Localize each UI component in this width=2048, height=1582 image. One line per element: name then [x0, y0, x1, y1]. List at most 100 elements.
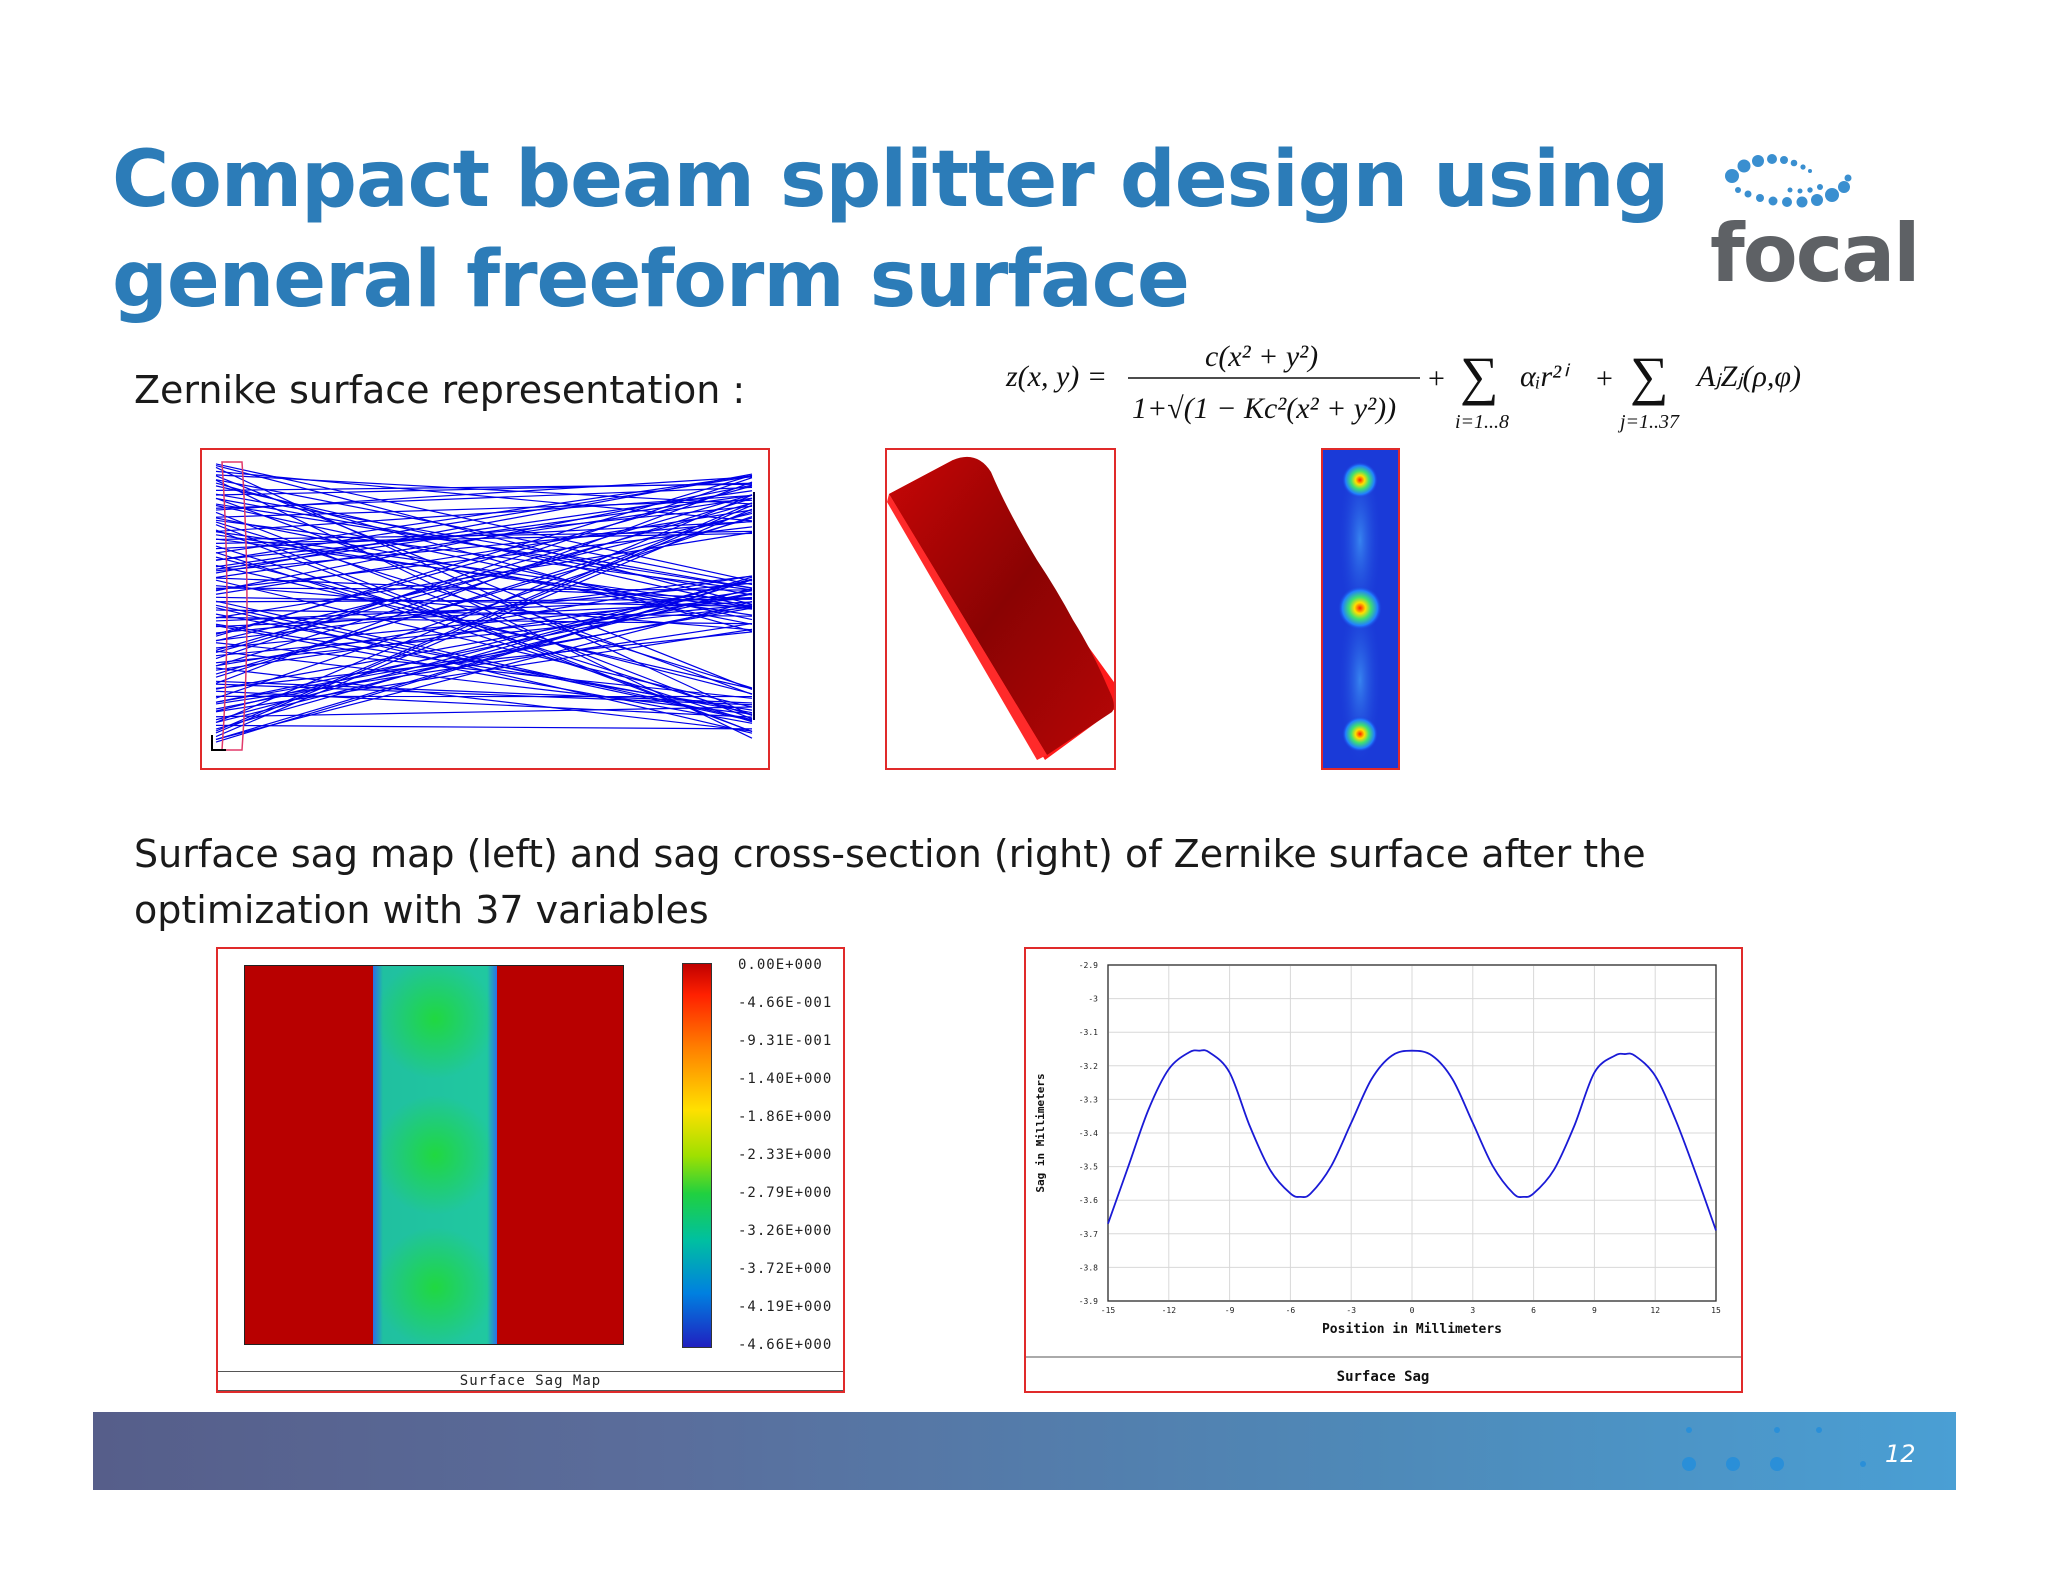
ray-line	[215, 724, 753, 730]
x-tick-label: -6	[1286, 1306, 1296, 1315]
x-tick-label: -9	[1225, 1306, 1235, 1315]
zernike-subtitle: Zernike surface representation :	[134, 368, 746, 412]
ray-line	[215, 490, 753, 568]
axis-indicator	[211, 735, 226, 751]
slide-title: Compact beam splitter design using gener…	[112, 130, 1669, 330]
ray-line	[215, 587, 753, 591]
x-tick-label: -15	[1101, 1306, 1116, 1315]
ray-line	[215, 494, 753, 651]
ray-line	[215, 650, 753, 715]
colorbar-label: -3.72E+000	[738, 1261, 833, 1277]
title-line-2: general freeform surface	[112, 235, 1190, 325]
x-tick-label: 0	[1410, 1306, 1415, 1315]
ray-line	[215, 484, 753, 592]
ray-line	[215, 494, 753, 723]
sag-map-image	[244, 965, 624, 1345]
ray-line	[215, 605, 753, 710]
ray-line	[215, 579, 753, 741]
focal-logo-text: focal	[1710, 207, 1921, 300]
ray-line	[215, 520, 753, 572]
ray-line	[215, 564, 753, 690]
y-tick-label: -3.7	[1079, 1230, 1098, 1239]
surface-sag-chart: -15 -12 -9 -6 -3 0 3 6 9 12 15 -2.9 -3 -3.1 -3.2 -3.3 -3…	[1026, 961, 1741, 1385]
colorbar-label: -4.66E-001	[738, 995, 833, 1011]
y-tick-label: -3.1	[1079, 1028, 1098, 1037]
colorbar-label: -9.31E-001	[738, 1033, 833, 1049]
beam-splitter-3d-figure	[885, 448, 1127, 770]
ray-line	[215, 606, 753, 664]
ray-line	[215, 508, 753, 738]
ray-line	[215, 578, 753, 712]
sag-caption: Surface sag map (left) and sag cross-sec…	[134, 826, 1734, 938]
ray-line	[215, 493, 753, 589]
ray-line	[215, 598, 753, 603]
ray-line	[215, 521, 753, 689]
y-tick-label: -3.4	[1079, 1129, 1098, 1138]
caption-line-1: Surface sag map (left) and sag cross-sec…	[134, 832, 1646, 876]
ray-line	[215, 590, 753, 671]
colorbar-label: -2.33E+000	[738, 1147, 833, 1163]
ray-line	[215, 596, 753, 607]
ray-line	[215, 509, 753, 595]
ray-line	[215, 579, 753, 743]
sum1-index: i=1...8	[1455, 411, 1509, 433]
ray-line	[215, 474, 753, 637]
sag-colorbar	[682, 963, 712, 1348]
ray-line	[215, 609, 753, 617]
colorbar-label: -4.66E+000	[738, 1337, 833, 1353]
ray-line	[215, 466, 753, 716]
sag-map-caption: Surface Sag Map	[459, 1373, 602, 1389]
ray-line	[215, 592, 753, 690]
ray-line	[215, 481, 753, 684]
svg-text:+: +	[1596, 362, 1613, 395]
ray-line	[215, 502, 753, 732]
y-tick-label: -3.3	[1079, 1095, 1098, 1104]
y-tick-label: -3.9	[1079, 1297, 1098, 1306]
ray-line	[215, 463, 753, 582]
ray-line	[215, 625, 753, 724]
colorbar-label: -4.19E+000	[738, 1299, 833, 1315]
x-tick-label: 12	[1650, 1306, 1660, 1315]
formula-denominator: 1+√(1 − Kc²(x² + y²))	[1132, 392, 1396, 425]
sag-map-caption-bar: Surface Sag Map	[218, 1371, 843, 1391]
title-line-1: Compact beam splitter design using	[112, 135, 1669, 225]
x-axis-label: Position in Millimeters	[1322, 1322, 1502, 1337]
x-tick-label: -3	[1346, 1306, 1356, 1315]
colorbar-label: -1.40E+000	[738, 1071, 833, 1087]
y-tick-label: -3	[1088, 995, 1098, 1004]
ray-line	[215, 504, 753, 621]
caption-line-2: optimization with 37 variables	[134, 888, 709, 932]
x-tick-label: 6	[1531, 1306, 1536, 1315]
x-tick-label: 9	[1592, 1306, 1597, 1315]
ray-line	[215, 511, 753, 678]
lens-outline	[221, 461, 248, 751]
ray-line	[215, 576, 753, 730]
ray-line	[215, 502, 753, 654]
plot-border	[1107, 964, 1717, 1302]
surface-sag-chart-figure: -15 -12 -9 -6 -3 0 3 6 9 12 15 -2.9 -3 -3.1 -3.2 -3.3 -3…	[1024, 947, 1743, 1393]
ray-line	[215, 588, 753, 724]
ray-line	[215, 512, 753, 642]
page-number: 12	[1885, 1440, 1916, 1468]
ray-line	[215, 494, 753, 533]
colorbar-label: -1.86E+000	[738, 1109, 833, 1125]
svg-text:+: +	[1428, 362, 1445, 395]
zernike-formula: z(x, y) = c(x² + y²) 1+√(1 − Kc²(x² + y²…	[1005, 340, 1801, 433]
spot-intensity-map	[1323, 450, 1398, 770]
colorbar-labels: 0.00E+000 -4.66E-001 -9.31E-001 -1.40E+0…	[738, 957, 838, 1357]
ray-trace-figure	[200, 448, 770, 770]
focal-logo-dots	[1725, 154, 1852, 208]
ray-line	[215, 526, 753, 590]
ray-line	[215, 600, 753, 741]
y-tick-label: -3.8	[1079, 1263, 1098, 1272]
spot-intensity-figure	[1321, 448, 1400, 770]
y-axis-label: Sag in Millimeters	[1034, 1073, 1047, 1192]
ray-line	[215, 622, 753, 705]
x-tick-label: -12	[1162, 1306, 1177, 1315]
x-tick-label: 3	[1470, 1306, 1475, 1315]
formula-lhs: z(x, y) =	[1005, 360, 1107, 393]
y-tick-label: -3.2	[1079, 1062, 1098, 1071]
sum2-index: j=1..37	[1617, 411, 1680, 433]
sum-sign-1: ∑	[1460, 346, 1499, 406]
footer-bar	[93, 1412, 1956, 1490]
